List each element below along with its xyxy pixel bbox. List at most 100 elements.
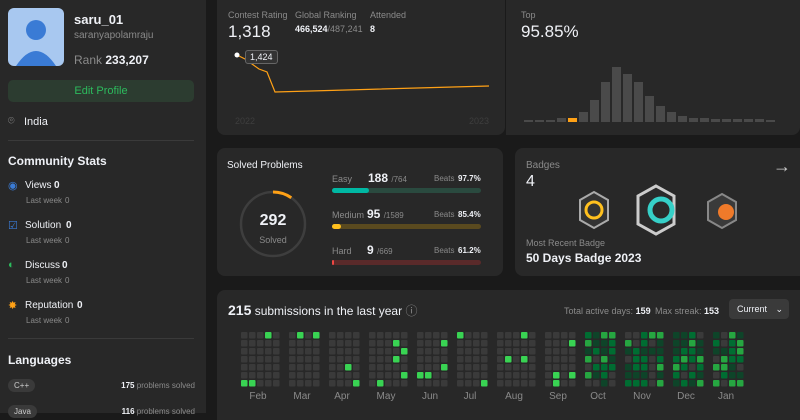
period-select[interactable]: Current ⌄ xyxy=(729,299,789,319)
heat-cell xyxy=(265,340,272,347)
heat-cell xyxy=(273,356,280,363)
level-track xyxy=(332,260,481,265)
heat-cell xyxy=(249,332,256,339)
language-unit: problems solved xyxy=(136,407,195,416)
heat-cell xyxy=(417,332,424,339)
level-solved: 95 xyxy=(367,207,381,221)
heat-cell xyxy=(497,372,504,379)
heat-cell xyxy=(497,364,504,371)
global: 466,524/487,241 xyxy=(295,24,363,34)
heat-cell xyxy=(657,340,664,347)
heat-cell xyxy=(385,332,392,339)
heat-cell xyxy=(601,348,608,355)
month-label: Nov xyxy=(633,391,651,402)
heat-cell xyxy=(337,332,344,339)
heat-cell xyxy=(561,332,568,339)
heat-cell xyxy=(385,356,392,363)
month-label: Jun xyxy=(422,391,438,402)
heat-cell xyxy=(465,364,472,371)
heat-cell xyxy=(601,364,608,371)
heat-cell xyxy=(441,380,448,387)
solved-total: 292 xyxy=(259,212,287,229)
heat-cell xyxy=(721,332,728,339)
heat-cell xyxy=(545,340,552,347)
global-label: Global Ranking xyxy=(295,10,357,20)
heat-cell xyxy=(601,356,608,363)
heat-cell xyxy=(545,332,552,339)
heat-cell xyxy=(601,372,608,379)
submissions-card: 215 submissions in the last year ⓘ Total… xyxy=(217,290,800,420)
heat-cell xyxy=(585,348,592,355)
heat-cell xyxy=(649,356,656,363)
hist-bar xyxy=(744,119,753,122)
heat-cell xyxy=(649,348,656,355)
beats-label: Beats xyxy=(434,246,455,255)
language-solved: 175 xyxy=(121,381,135,390)
heat-cell xyxy=(513,372,520,379)
heat-cell xyxy=(377,348,384,355)
heat-cell xyxy=(465,348,472,355)
heat-cell xyxy=(353,380,360,387)
heat-cell xyxy=(553,372,560,379)
heat-cell xyxy=(329,332,336,339)
heat-cell xyxy=(481,364,488,371)
heat-cell xyxy=(473,380,480,387)
heat-cell xyxy=(625,348,632,355)
heat-cell xyxy=(561,364,568,371)
beats-value: 61.2% xyxy=(458,246,481,255)
heat-cell xyxy=(673,372,680,379)
stat-value: 0 xyxy=(62,260,68,271)
heat-cell xyxy=(465,356,472,363)
level-name: Hard xyxy=(332,246,352,256)
heat-cell xyxy=(457,332,464,339)
heat-cell xyxy=(689,380,696,387)
heat-cell xyxy=(297,332,304,339)
heat-cell xyxy=(329,380,336,387)
heat-cell xyxy=(345,372,352,379)
level-solved: 9 xyxy=(367,243,374,257)
heat-cell xyxy=(425,340,432,347)
heat-cell xyxy=(553,340,560,347)
level-name: Easy xyxy=(332,174,353,184)
heat-cell xyxy=(481,356,488,363)
heat-cell xyxy=(297,372,304,379)
stat-sub-label: Last week xyxy=(26,276,63,285)
heat-cell xyxy=(553,364,560,371)
heat-cell xyxy=(633,372,640,379)
heat-cell xyxy=(585,364,592,371)
arrow[interactable]: → xyxy=(773,156,791,176)
heat-cell xyxy=(505,380,512,387)
heat-cell xyxy=(401,372,408,379)
heat-cell xyxy=(241,364,248,371)
attended-label: Attended xyxy=(370,10,407,20)
heat-cell xyxy=(241,372,248,379)
sidebar: saru_01 saranyapolamraju Rank 233,207 Ed… xyxy=(0,0,206,418)
heat-cell xyxy=(529,380,536,387)
solved-card: Solved Problems 292 Solved Easy 188 /764 B… xyxy=(217,148,503,276)
hist-bar xyxy=(601,82,610,122)
heat-cell xyxy=(441,340,448,347)
heat-cell xyxy=(417,340,424,347)
stat-icon: ☑ xyxy=(8,220,18,232)
heat-cell xyxy=(673,332,680,339)
heat-cell xyxy=(289,332,296,339)
month-label: Jul xyxy=(464,391,477,402)
heat-cell xyxy=(633,340,640,347)
heat-cell xyxy=(457,380,464,387)
heat-cell xyxy=(561,340,568,347)
edit-profile[interactable]: Edit Profile xyxy=(8,80,194,102)
heat-cell xyxy=(513,332,520,339)
active: Total active days: 159 xyxy=(564,306,651,316)
hist-bar xyxy=(766,120,775,122)
month-label: Aug xyxy=(505,391,523,402)
heat-cell xyxy=(513,356,520,363)
stat-sub-label: Last week xyxy=(26,316,63,325)
heat-cell xyxy=(313,372,320,379)
global-value: 466,524 xyxy=(295,24,328,34)
heat-cell xyxy=(585,340,592,347)
heat-cell xyxy=(257,340,264,347)
heat-cell xyxy=(713,340,720,347)
heat-cell xyxy=(345,364,352,371)
hist-bar xyxy=(645,96,654,122)
heat-cell xyxy=(345,348,352,355)
